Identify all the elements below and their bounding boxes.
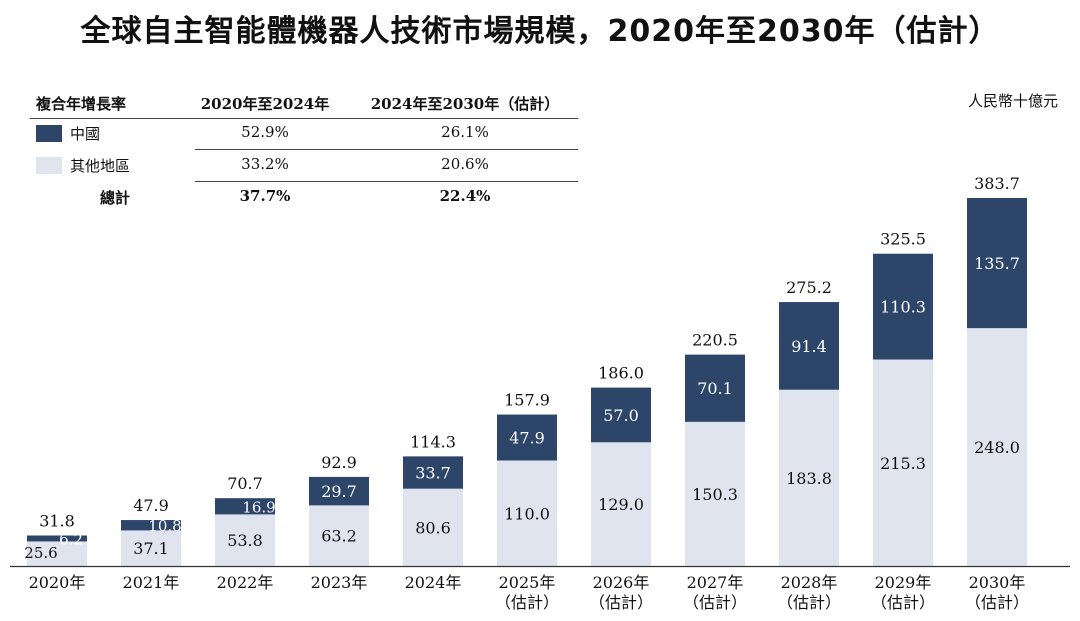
- x-tick-label: 2026年: [593, 573, 650, 592]
- x-tick-label: 2021年: [123, 573, 180, 592]
- bar-label-other: 80.6: [415, 518, 451, 537]
- x-tick-label: 2023年: [311, 573, 368, 592]
- bar-label-china: 6.2: [59, 530, 83, 548]
- bar-label-china: 29.7: [321, 482, 357, 501]
- bar-other: [685, 421, 745, 566]
- x-tick-label: （估計）: [777, 593, 841, 612]
- unit-label: 人民幣十億元: [967, 92, 1058, 110]
- chart-title: 全球自主智能體機器人技術市場規模，2020年至2030年（估計）: [80, 14, 1000, 49]
- x-tick-label: （估計）: [495, 593, 559, 612]
- bar-label-china: 33.7: [415, 464, 451, 483]
- cagr-total-period2: 22.4%: [439, 187, 491, 205]
- bar-total-label: 275.2: [786, 278, 832, 297]
- legend-swatch-other: [36, 157, 62, 174]
- cagr-total-label: 總計: [100, 189, 131, 207]
- x-tick-label: 2028年: [781, 573, 838, 592]
- bar-other: [497, 460, 557, 566]
- bar-label-china: 135.7: [974, 254, 1020, 273]
- bar-label-other: 53.8: [227, 531, 263, 550]
- bar-label-china: 47.9: [509, 429, 545, 448]
- bar-china: [779, 302, 839, 390]
- bar-other: [121, 530, 181, 566]
- cagr-header-divider: [30, 118, 578, 119]
- bar-total-label: 186.0: [598, 364, 644, 383]
- cagr-other-period1: 33.2%: [241, 155, 289, 173]
- cagr-china-period2: 26.1%: [441, 123, 489, 141]
- bar-other: [215, 514, 275, 566]
- bar-china: [873, 253, 933, 360]
- bar-total-label: 31.8: [39, 512, 75, 531]
- x-tick-label: 2025年: [499, 573, 556, 592]
- cagr-header-period2: 2024年至2030年（估計）: [370, 95, 560, 113]
- x-tick-label: 2030年: [969, 573, 1026, 592]
- bar-label-other: 110.0: [504, 504, 550, 523]
- cagr-row-other: 其他地區 33.2% 20.6%: [30, 150, 578, 182]
- bar-total-label: 383.7: [974, 174, 1020, 193]
- bar-label-other: 248.0: [974, 438, 1020, 457]
- bar-china: [309, 476, 369, 506]
- bar-other: [27, 541, 87, 566]
- x-tick-label: 2024年: [405, 573, 462, 592]
- bar-label-other: 150.3: [692, 485, 738, 504]
- x-tick-label: 2020年: [29, 573, 86, 592]
- bar-total-label: 157.9: [504, 391, 550, 410]
- bar-china: [967, 198, 1027, 329]
- cagr-other-period2: 20.6%: [441, 155, 489, 173]
- bar-other: [967, 328, 1027, 566]
- x-tick-label: 2022年: [217, 573, 274, 592]
- legend-label-china: 中國: [70, 125, 101, 143]
- bar-total-label: 325.5: [880, 230, 926, 249]
- cagr-header-period1: 2020年至2024年: [200, 95, 330, 113]
- cagr-row-divider: [195, 149, 578, 150]
- bar-china: [215, 498, 275, 515]
- x-tick-label: 2027年: [687, 573, 744, 592]
- bar-other: [873, 359, 933, 566]
- cagr-header-label: 複合年增長率: [36, 95, 127, 113]
- x-tick-label: （估計）: [589, 593, 653, 612]
- cagr-header-row: 複合年增長率 2020年至2024年 2024年至2030年（估計）: [30, 88, 578, 120]
- cagr-row-china: 中國 52.9% 26.1%: [30, 118, 578, 150]
- legend-swatch-china: [36, 125, 62, 142]
- bar-label-china: 70.1: [697, 379, 733, 398]
- cagr-row-total: 總計 37.7% 22.4%: [30, 182, 578, 214]
- x-tick-label: 2029年: [875, 573, 932, 592]
- cagr-row-divider: [195, 181, 578, 182]
- x-tick-label: （估計）: [965, 593, 1029, 612]
- bar-china: [27, 535, 87, 542]
- cagr-total-period1: 37.7%: [239, 187, 291, 205]
- bar-china: [497, 414, 557, 461]
- bar-total-label: 114.3: [410, 432, 456, 451]
- bar-label-other: 183.8: [786, 469, 832, 488]
- bar-china: [685, 354, 745, 422]
- bar-china: [591, 387, 651, 443]
- bar-label-china: 110.3: [880, 298, 926, 317]
- bar-label-other: 215.3: [880, 454, 926, 473]
- bar-other: [591, 442, 651, 566]
- x-tick-label: （估計）: [871, 593, 935, 612]
- bar-label-china: 10.8: [148, 517, 181, 535]
- bar-other: [403, 488, 463, 566]
- cagr-china-period1: 52.9%: [241, 123, 289, 141]
- bar-china: [403, 456, 463, 489]
- bar-total-label: 92.9: [321, 453, 357, 472]
- bar-label-china: 91.4: [791, 337, 827, 356]
- bar-label-other: 129.0: [598, 495, 644, 514]
- bar-total-label: 70.7: [227, 474, 263, 493]
- bar-label-other: 25.6: [24, 544, 57, 562]
- bar-total-label: 220.5: [692, 331, 738, 350]
- bar-label-other: 63.2: [321, 527, 357, 546]
- legend-label-other: 其他地區: [70, 157, 131, 175]
- bar-other: [779, 389, 839, 566]
- x-tick-label: （估計）: [683, 593, 747, 612]
- bar-other: [309, 505, 369, 566]
- bar-label-other: 37.1: [133, 539, 169, 558]
- bar-china: [121, 520, 181, 531]
- bar-label-china: 57.0: [603, 406, 639, 425]
- bar-label-china: 16.9: [242, 498, 275, 516]
- bar-total-label: 47.9: [133, 496, 169, 515]
